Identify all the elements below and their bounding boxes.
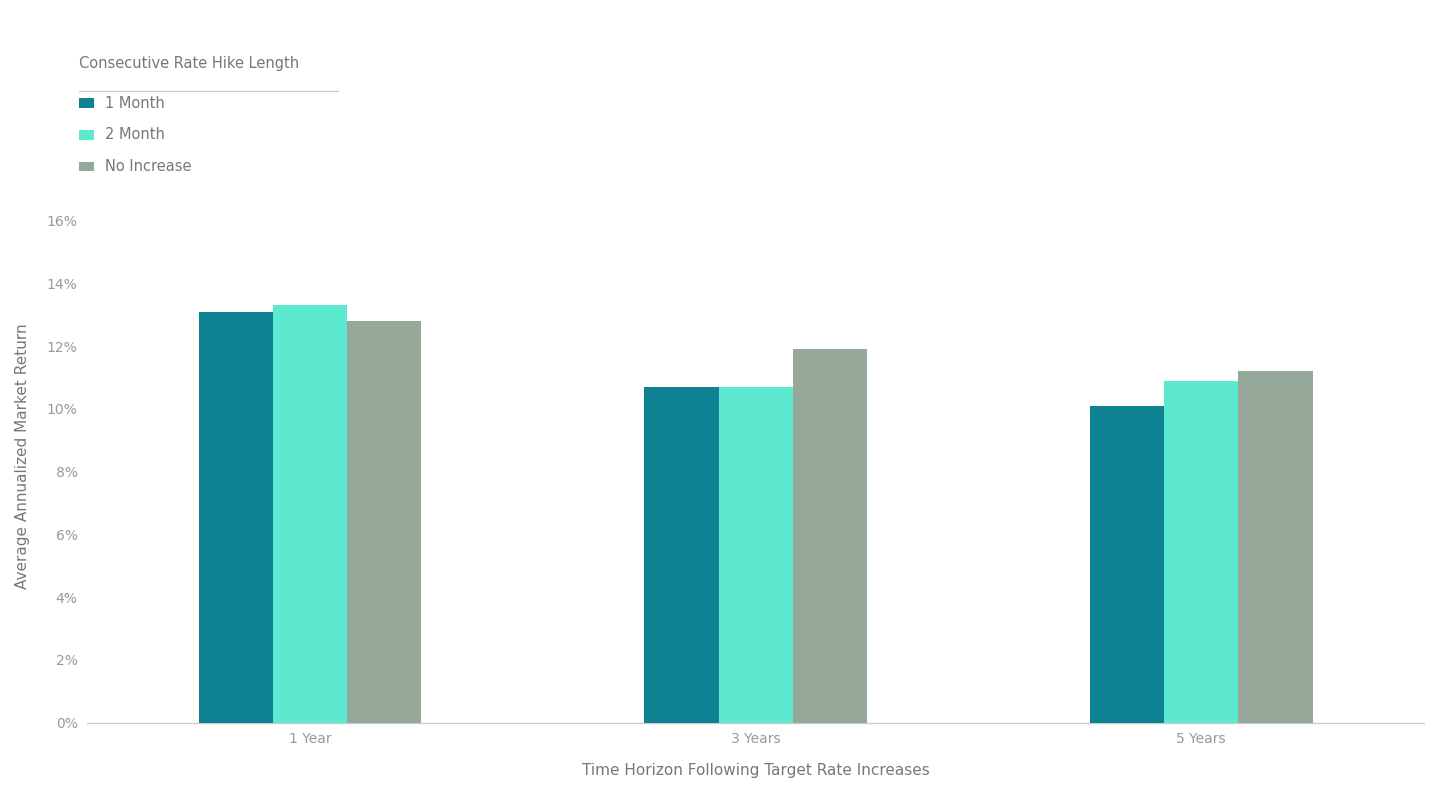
- Text: 2 Month: 2 Month: [105, 128, 165, 142]
- Y-axis label: Average Annualized Market Return: Average Annualized Market Return: [14, 324, 30, 589]
- Bar: [718, 387, 793, 722]
- Bar: [1164, 381, 1239, 722]
- Bar: [199, 312, 273, 722]
- Bar: [793, 350, 868, 722]
- Bar: [1239, 371, 1312, 722]
- Text: 1 Month: 1 Month: [105, 96, 165, 110]
- Bar: [645, 387, 718, 722]
- Bar: [1089, 406, 1164, 722]
- X-axis label: Time Horizon Following Target Rate Increases: Time Horizon Following Target Rate Incre…: [581, 763, 930, 778]
- Text: Consecutive Rate Hike Length: Consecutive Rate Hike Length: [79, 56, 299, 71]
- Bar: [347, 321, 422, 722]
- Bar: [273, 305, 347, 722]
- Text: No Increase: No Increase: [105, 159, 191, 174]
